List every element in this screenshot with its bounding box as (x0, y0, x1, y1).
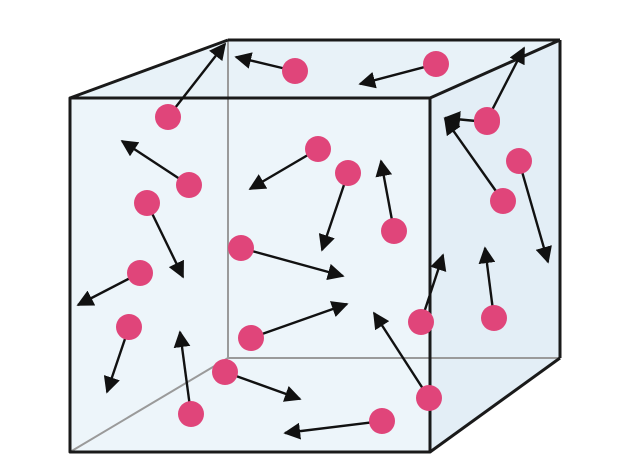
particle-icon (228, 235, 254, 261)
particle-icon (134, 190, 160, 216)
velocity-arrow-icon (478, 246, 496, 308)
particle-icon (506, 148, 532, 174)
velocity-arrow-icon (234, 52, 285, 70)
front-face-edge (68, 96, 432, 454)
velocity-arrows (76, 42, 552, 440)
cube-front-face (70, 98, 430, 452)
velocity-arrow-icon (283, 421, 372, 440)
bottom-right-edge (429, 356, 561, 454)
velocity-arrow-icon (375, 159, 394, 221)
particle-icon (416, 385, 442, 411)
particle-icon (490, 188, 516, 214)
particle-icon (335, 160, 361, 186)
velocity-arrow-icon (234, 374, 302, 402)
velocity-arrow-icon (173, 42, 227, 110)
velocity-arrow-icon (372, 311, 425, 390)
velocity-arrow-icon (76, 276, 131, 307)
velocity-arrow-icon (173, 330, 191, 404)
velocity-arrow-icon (423, 253, 447, 312)
velocity-arrow-icon (444, 117, 498, 193)
velocity-arrow-icon (103, 337, 127, 394)
cube-visible-edges (68, 38, 562, 454)
particle-icon (423, 51, 449, 77)
particle-icon (176, 172, 202, 198)
velocity-arrow-icon (248, 153, 310, 191)
particle-icon (474, 107, 500, 133)
particle-icon (381, 218, 407, 244)
particle-icon (481, 305, 507, 331)
velocity-arrow-icon (120, 139, 181, 181)
velocity-arrow-icon (260, 301, 349, 336)
particles (116, 51, 532, 434)
velocity-arrow-icon (520, 171, 552, 264)
particle-icon (116, 314, 142, 340)
velocity-arrow-icon (318, 183, 346, 252)
velocity-arrow-icon (358, 65, 426, 89)
top-left-edge (69, 38, 229, 100)
particle-icon (178, 401, 204, 427)
particle-icon (408, 309, 434, 335)
hidden-edge-diagonal (69, 357, 229, 453)
particle-icon (282, 58, 308, 84)
particle-icon (127, 260, 153, 286)
top-right-edge (429, 38, 561, 100)
particle-icon (305, 136, 331, 162)
particle-icon (369, 408, 395, 434)
velocity-arrow-icon (490, 46, 526, 111)
particle-icon (238, 325, 264, 351)
particle-icon (155, 104, 181, 130)
particle-icon (212, 359, 238, 385)
cube-hidden-edges (69, 40, 560, 453)
velocity-arrow-icon (150, 212, 185, 279)
velocity-arrow-icon (251, 249, 345, 281)
